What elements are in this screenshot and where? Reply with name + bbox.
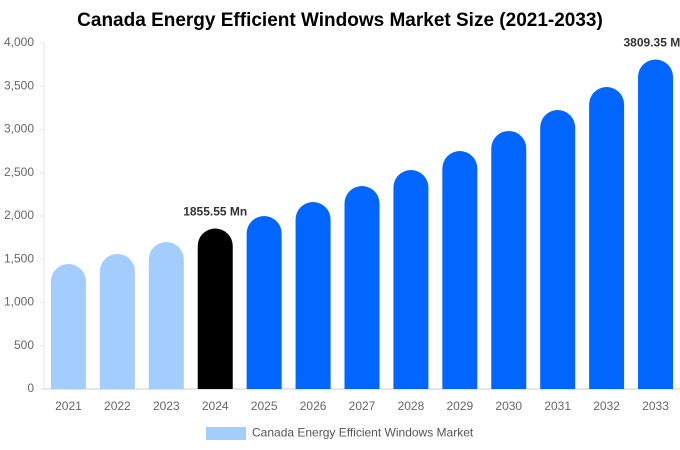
x-tick-label: 2029 [446,399,473,413]
bar [148,242,184,389]
y-tick-label: 500 [14,338,34,352]
bar [540,110,576,389]
y-tick-label: 1,000 [4,295,34,309]
bar [295,201,331,389]
y-tick-label: 3,000 [4,122,34,136]
x-tick-label: 2026 [300,399,327,413]
legend-swatch [206,427,246,440]
bar [393,169,429,389]
y-tick-label: 0 [27,381,34,395]
bar [99,253,135,389]
bar [344,185,380,389]
x-tick-label: 2030 [495,399,522,413]
bar [442,151,478,389]
x-tick-label: 2031 [544,399,571,413]
y-tick-label: 2,000 [4,208,34,222]
x-tick-label: 2024 [202,399,229,413]
bar [246,216,282,389]
bar [589,87,625,389]
x-tick-label: 2025 [251,399,278,413]
bar [50,264,86,389]
bar [638,59,674,390]
x-tick-label: 2021 [55,399,82,413]
x-tick-label: 2027 [349,399,376,413]
x-tick-label: 2023 [153,399,180,413]
x-tick-label: 2032 [593,399,620,413]
x-tick-label: 2033 [642,399,669,413]
y-tick-label: 2,500 [4,165,34,179]
y-tick-label: 3,500 [4,78,34,92]
y-tick-label: 1,500 [4,251,34,265]
y-tick-label: 4,000 [4,35,34,49]
x-tick-label: 2028 [398,399,425,413]
data-label: 1855.55 Mn [183,205,247,219]
legend-label: Canada Energy Efficient Windows Market [252,426,474,440]
data-label: 3809.35 Mn [624,36,680,50]
chart-title: Canada Energy Efficient Windows Market S… [77,10,603,31]
x-tick-label: 2022 [104,399,131,413]
bar [491,130,527,389]
bar [197,228,233,389]
